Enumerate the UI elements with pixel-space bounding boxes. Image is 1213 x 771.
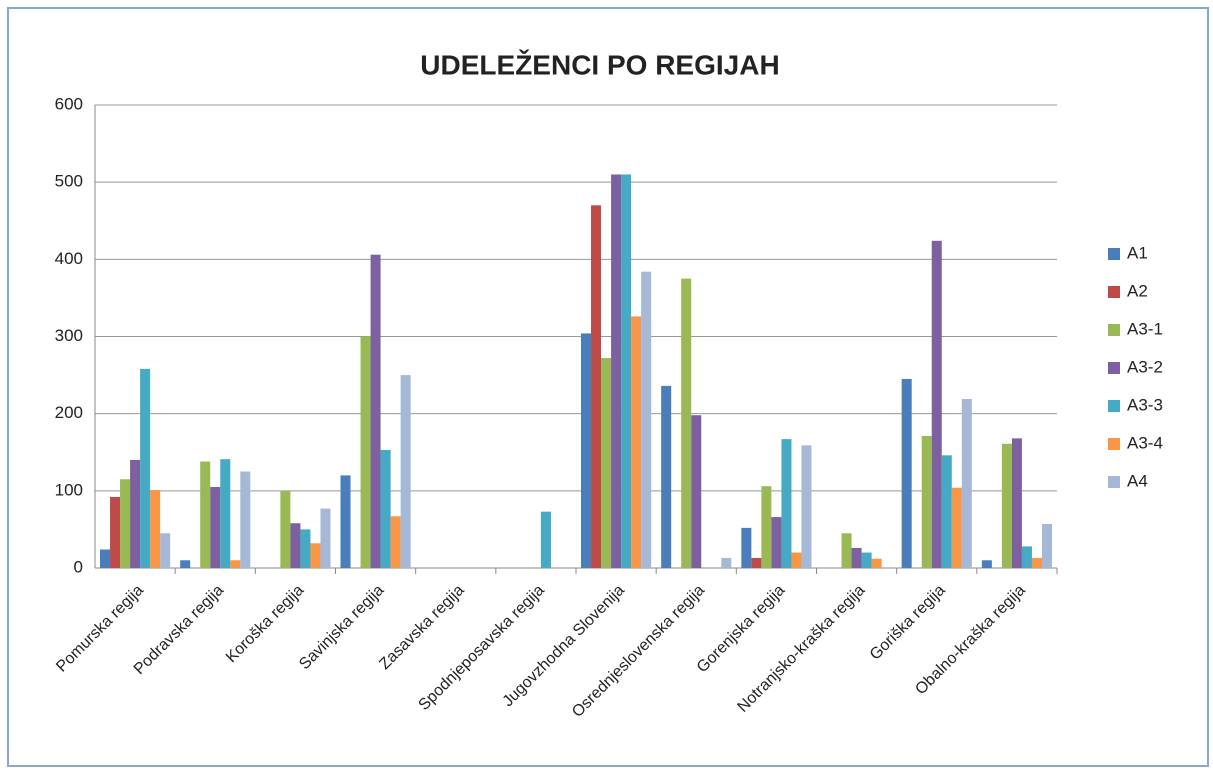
legend-label: A3-3 [1127, 395, 1163, 414]
bar [230, 560, 241, 568]
bar [200, 461, 211, 568]
legend-label: A3-2 [1127, 357, 1163, 376]
legend-label: A2 [1127, 281, 1148, 300]
bar [601, 358, 612, 568]
bar [761, 486, 772, 568]
legend-label: A3-1 [1127, 319, 1163, 338]
bar [741, 527, 752, 568]
legend-swatch [1108, 476, 1120, 488]
legend-swatch [1108, 438, 1120, 450]
bar [1021, 546, 1032, 568]
bar [641, 271, 652, 568]
bar [841, 533, 852, 568]
bar [961, 399, 972, 568]
bar [981, 560, 992, 568]
y-tick-label: 100 [55, 480, 83, 499]
y-tick-label: 500 [55, 172, 83, 191]
y-tick-label: 0 [74, 557, 83, 576]
y-tick-label: 400 [55, 249, 83, 268]
bar [661, 385, 672, 568]
bar [380, 449, 391, 568]
bar [360, 336, 371, 568]
bar [691, 415, 702, 568]
bar [751, 557, 762, 568]
bar [310, 543, 321, 568]
y-tick-label: 600 [55, 94, 83, 113]
bar [300, 529, 311, 568]
legend-label: A1 [1127, 243, 1148, 262]
bar [681, 278, 692, 568]
bar [540, 511, 551, 568]
bar [1011, 438, 1022, 568]
bar [901, 378, 912, 568]
bar [390, 516, 401, 568]
bar [290, 523, 301, 568]
bar [621, 174, 632, 568]
bar [611, 174, 622, 568]
chart-title: UDELEŽENCI PO REGIJAH [420, 49, 779, 80]
bar [100, 549, 111, 568]
bar [861, 552, 872, 568]
bar [581, 333, 592, 568]
legend-label: A4 [1127, 471, 1148, 490]
bar [280, 490, 291, 568]
bar [340, 475, 351, 568]
bar [110, 497, 121, 568]
bar [941, 455, 952, 568]
bar [921, 436, 932, 568]
bar [220, 459, 231, 568]
legend-swatch [1108, 286, 1120, 298]
bar [120, 479, 131, 568]
bar [931, 240, 942, 568]
bar [210, 486, 221, 568]
legend-swatch [1108, 324, 1120, 336]
y-tick-label: 300 [55, 326, 83, 345]
y-tick-label: 200 [55, 403, 83, 422]
bar [1001, 443, 1012, 568]
bar [721, 557, 732, 568]
legend-label: A3-4 [1127, 433, 1163, 452]
bar [160, 533, 171, 568]
legend-swatch [1108, 362, 1120, 374]
bar [801, 445, 812, 568]
bar [240, 471, 251, 568]
bar [1031, 557, 1042, 568]
bar [370, 254, 381, 568]
bar [591, 205, 602, 569]
bar [871, 558, 882, 568]
bar [781, 439, 792, 568]
legend-swatch [1108, 400, 1120, 412]
legend-swatch [1108, 248, 1120, 260]
bar [320, 508, 331, 568]
bar [851, 547, 862, 568]
bar [150, 490, 161, 568]
bar [771, 517, 782, 568]
bar [400, 375, 411, 568]
bar [631, 316, 642, 568]
bar [180, 560, 191, 568]
bar [791, 552, 802, 568]
bar [1041, 524, 1052, 568]
bar [140, 368, 151, 568]
bar [130, 459, 141, 568]
bar [951, 487, 962, 568]
